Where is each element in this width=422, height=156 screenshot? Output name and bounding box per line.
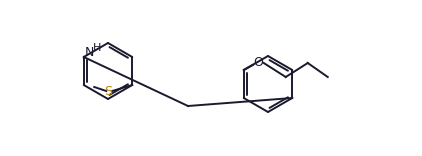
Text: H: H <box>92 43 101 53</box>
Text: O: O <box>253 56 262 68</box>
Text: N: N <box>85 46 95 58</box>
Text: S: S <box>104 85 112 98</box>
